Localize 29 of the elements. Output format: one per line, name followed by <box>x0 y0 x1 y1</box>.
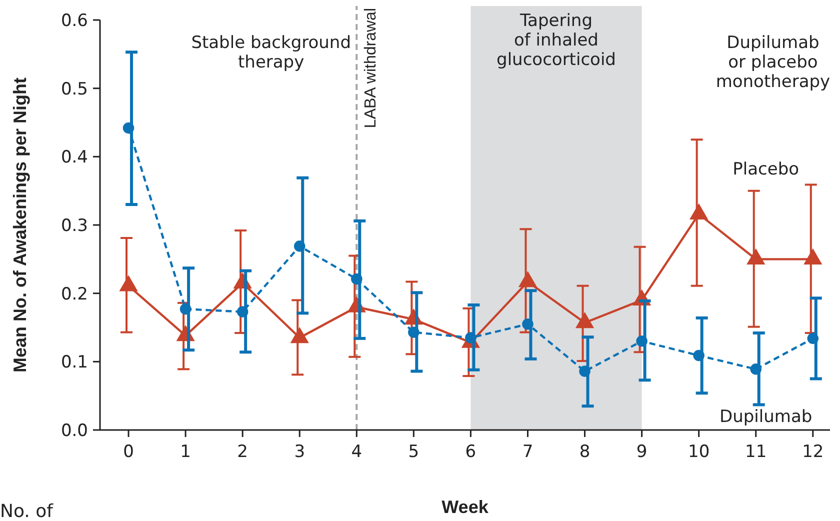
band-label: Tapering of inhaled glucocorticoid <box>496 11 616 70</box>
y-tick-label: 0.4 <box>60 148 88 168</box>
x-tick-label: 3 <box>294 442 306 462</box>
x-tick-label: 5 <box>408 442 420 462</box>
text: Dupilumab <box>720 407 812 427</box>
y-tick-label: 0.3 <box>60 216 88 236</box>
y-tick-label: 0.0 <box>60 421 88 441</box>
y-tick-label: 0.2 <box>60 284 88 304</box>
y-tick-label: 0.6 <box>60 11 88 31</box>
annotation: Dupilumab or placebo monotherapy <box>716 33 830 92</box>
y-axis-title: Mean No. of Awakenings per Night <box>10 77 30 373</box>
x-tick-label: 11 <box>745 442 767 462</box>
x-tick-label: 6 <box>465 442 476 462</box>
x-tick-label: 4 <box>351 442 362 462</box>
y-tick-label: 0.1 <box>60 352 88 373</box>
ref-line-label: LABA withdrawal <box>362 8 380 128</box>
y-tick-label: 0.5 <box>60 79 88 100</box>
annotation: Stable background therapy <box>191 33 351 73</box>
text: No. of <box>0 501 54 521</box>
x-tick-label: 10 <box>688 442 710 462</box>
x-tick-label: 8 <box>579 442 590 462</box>
x-tick-label: 2 <box>237 442 248 462</box>
x-tick-label: 7 <box>522 442 534 462</box>
x-tick-label: 12 <box>802 442 824 462</box>
x-tick-label: 0 <box>123 442 134 462</box>
x-axis-title: Week <box>442 497 490 517</box>
text: Placebo <box>732 160 800 180</box>
x-tick-label: 1 <box>180 442 191 462</box>
x-tick-label: 9 <box>636 442 648 462</box>
